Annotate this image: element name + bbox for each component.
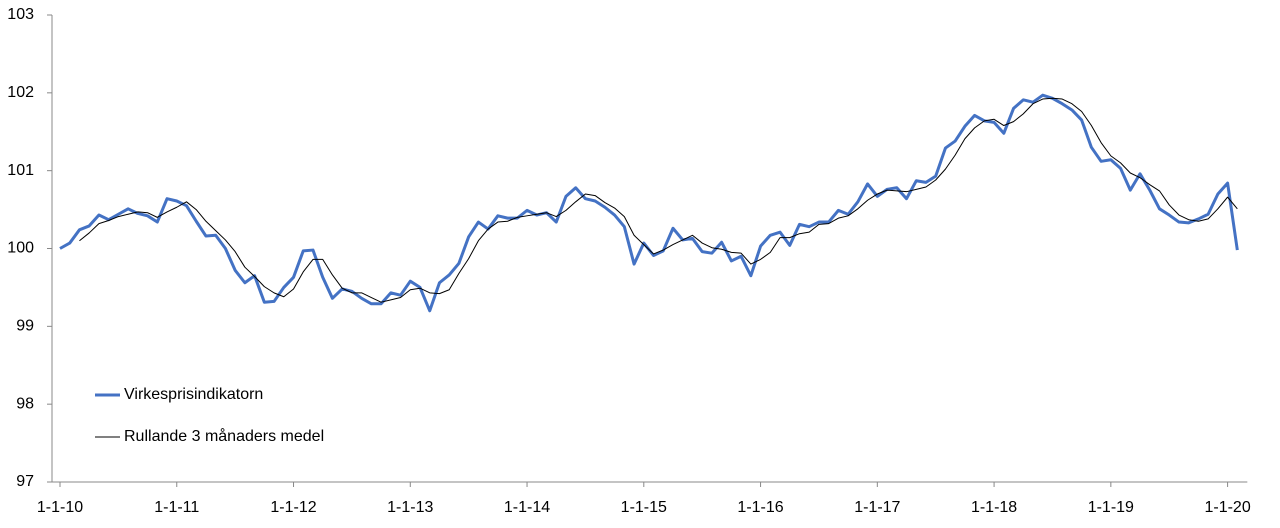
- x-tick-label: 1-1-18: [971, 499, 1017, 516]
- data-line: [79, 97, 1238, 303]
- x-tick-label: 1-1-13: [387, 499, 433, 516]
- y-tick-label: 103: [7, 6, 34, 23]
- x-tick-label: 1-1-15: [621, 499, 667, 516]
- x-tick-label: 1-1-14: [504, 499, 550, 516]
- y-tick-label: 98: [16, 395, 34, 412]
- y-tick-label: 101: [7, 162, 34, 179]
- data-line: [59, 93, 1239, 313]
- legend-label: Rullande 3 månaders medel: [124, 427, 324, 445]
- x-tick-label: 1-1-17: [854, 499, 900, 516]
- y-tick-label: 97: [16, 473, 34, 490]
- y-tick-label: 100: [7, 240, 34, 257]
- x-tick-label: 1-1-16: [737, 499, 783, 516]
- legend-label: Virkesprisindikatorn: [124, 386, 263, 403]
- x-tick-label: 1-1-12: [270, 499, 316, 516]
- y-tick-label: 102: [7, 84, 34, 101]
- x-tick-label: 1-1-20: [1204, 499, 1250, 516]
- x-tick-label: 1-1-10: [37, 499, 83, 516]
- x-tick-label: 1-1-19: [1088, 499, 1134, 516]
- y-tick-label: 99: [16, 318, 34, 335]
- x-tick-label: 1-1-11: [154, 499, 199, 516]
